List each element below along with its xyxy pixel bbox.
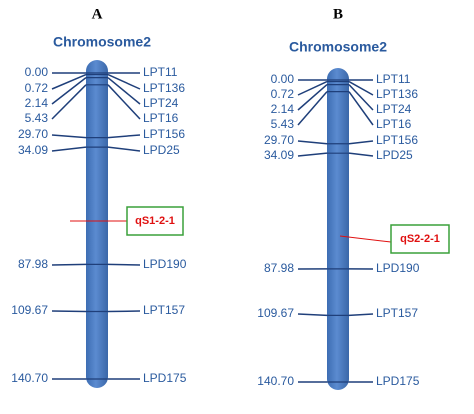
marker-position: 0.72 — [25, 81, 49, 95]
marker-position: 140.70 — [257, 374, 294, 388]
marker-line — [52, 135, 86, 138]
marker-position: 109.67 — [257, 306, 294, 320]
marker-position: 0.00 — [25, 65, 49, 79]
marker-line — [108, 147, 140, 151]
marker-position: 109.67 — [11, 303, 48, 317]
marker-line — [298, 153, 327, 156]
chromosome-title: Chromosome2 — [289, 39, 387, 55]
marker-line — [52, 147, 86, 151]
chromosome — [327, 68, 349, 390]
marker-name: LPT11 — [143, 65, 178, 79]
panel-label: B — [333, 6, 343, 22]
marker-line — [52, 264, 86, 265]
marker-line — [108, 311, 140, 312]
marker-name: LPT24 — [376, 102, 412, 116]
marker-name: LPT157 — [376, 306, 418, 320]
marker-name: LPT16 — [143, 111, 179, 125]
chromosome-title: Chromosome2 — [53, 34, 151, 50]
marker-position: 140.70 — [11, 371, 48, 385]
marker-name: LPD25 — [376, 148, 413, 162]
marker-position: 87.98 — [18, 257, 48, 271]
marker-name: LPT136 — [376, 87, 418, 101]
marker-position: 2.14 — [25, 96, 49, 110]
marker-line — [298, 314, 327, 315]
marker-name: LPT16 — [376, 117, 412, 131]
marker-position: 2.14 — [271, 102, 295, 116]
marker-position: 34.09 — [18, 143, 48, 157]
marker-name: LPD175 — [376, 374, 420, 388]
marker-line — [349, 314, 373, 315]
marker-position: 0.00 — [271, 72, 295, 86]
marker-name: LPT24 — [143, 96, 179, 110]
marker-position: 5.43 — [271, 117, 295, 131]
chromosome — [86, 60, 108, 388]
qtl-label: qS1-2-1 — [135, 215, 175, 227]
marker-name: LPT157 — [143, 303, 185, 317]
marker-position: 29.70 — [264, 133, 294, 147]
marker-name: LPT156 — [376, 133, 418, 147]
marker-name: LPD190 — [376, 261, 420, 275]
marker-line — [52, 311, 86, 312]
marker-line — [108, 135, 140, 138]
marker-line — [298, 141, 327, 144]
marker-position: 87.98 — [264, 261, 294, 275]
marker-line — [349, 141, 373, 144]
marker-name: LPT136 — [143, 81, 185, 95]
marker-position: 34.09 — [264, 148, 294, 162]
marker-position: 29.70 — [18, 127, 48, 141]
marker-line — [108, 264, 140, 265]
marker-position: 5.43 — [25, 111, 49, 125]
marker-name: LPD175 — [143, 371, 187, 385]
panel-label: A — [92, 6, 103, 22]
marker-name: LPT156 — [143, 127, 185, 141]
marker-position: 0.72 — [271, 87, 295, 101]
qtl-label: qS2-2-1 — [400, 233, 440, 245]
marker-name: LPD190 — [143, 257, 187, 271]
marker-line — [349, 153, 373, 156]
marker-name: LPT11 — [376, 72, 411, 86]
marker-name: LPD25 — [143, 143, 180, 157]
